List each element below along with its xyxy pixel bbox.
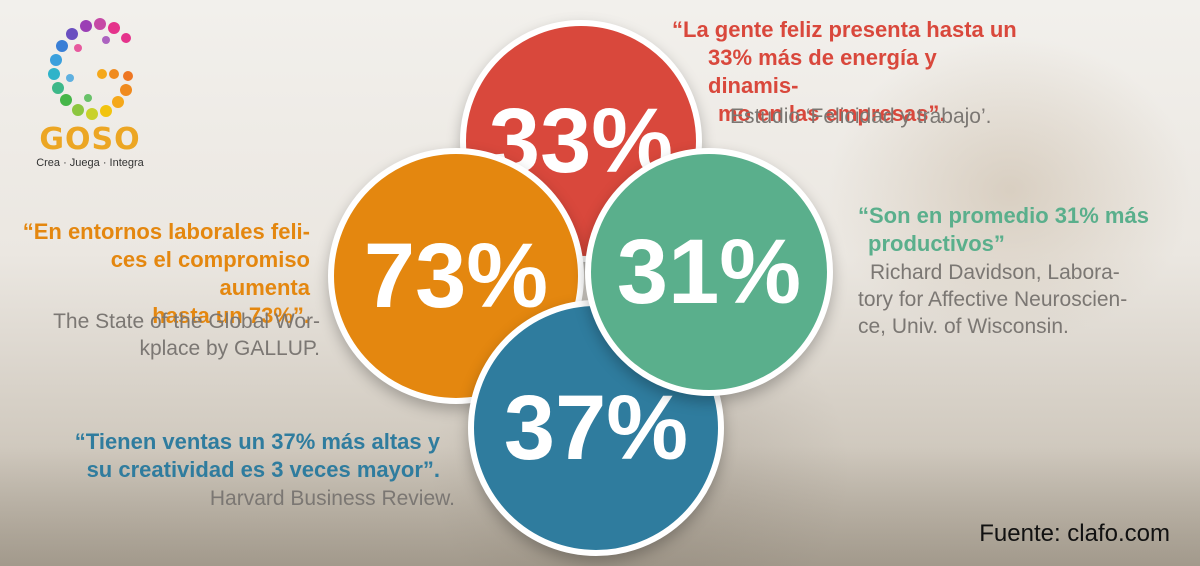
quote-source-productivity: Richard Davidson, Labora- tory for Affec… bbox=[858, 259, 1158, 340]
quote-line: su creatividad es 3 veces mayor”. bbox=[86, 457, 440, 482]
handprint-g-icon bbox=[48, 18, 133, 120]
logo-tagline: Crea · Juega · Integra bbox=[36, 157, 144, 169]
source-line: tory for Affective Neuroscien- bbox=[858, 288, 1128, 311]
quote-productivity: “Son en promedio 31% más productivos” bbox=[858, 202, 1149, 258]
quote-source-sales: Harvard Business Review. bbox=[209, 487, 455, 510]
quote-line: productivos” bbox=[868, 231, 1005, 256]
quote-line: 33% más de energía y dinamis- bbox=[708, 45, 937, 98]
footer-source: Fuente: clafo.com bbox=[979, 520, 1170, 547]
source-line: kplace by GALLUP. bbox=[139, 337, 320, 360]
goso-logo: GOSO Crea · Juega · Integra bbox=[30, 18, 150, 169]
stat-value: 37% bbox=[503, 376, 689, 479]
stat-value: 31% bbox=[616, 220, 802, 323]
stat-value: 73% bbox=[363, 224, 549, 327]
quote-engagement: “En entornos laborales feli- ces el comp… bbox=[20, 218, 310, 330]
quote-line: “Tienen ventas un 37% más altas y bbox=[74, 429, 440, 454]
quote-source-engagement: The State of the Global Wor- kplace by G… bbox=[20, 308, 320, 362]
quote-line: “En entornos laborales feli- bbox=[22, 219, 310, 244]
source-line: The State of the Global Wor- bbox=[53, 310, 320, 333]
quote-line: hasta un 73%”. bbox=[152, 303, 310, 328]
stat-circle-31: 31% bbox=[585, 148, 833, 396]
quote-sales: “Tienen ventas un 37% más altas y su cre… bbox=[70, 428, 440, 484]
quote-line: “La gente feliz presenta hasta un bbox=[672, 17, 1017, 42]
quote-energy: “La gente feliz presenta hasta un 33% má… bbox=[672, 16, 1032, 128]
quote-line: “Son en promedio 31% más bbox=[858, 203, 1149, 228]
quote-line: ces el compromiso aumenta bbox=[110, 247, 310, 300]
source-line: Richard Davidson, Labora- bbox=[870, 261, 1120, 284]
quote-source-energy: Estudio ‘Felicidad y trabajo’. bbox=[730, 105, 992, 128]
logo-wordmark: GOSO bbox=[39, 122, 141, 157]
source-line: ce, Univ. of Wisconsin. bbox=[858, 315, 1069, 338]
quote-line: mo en las empresas”. bbox=[718, 101, 946, 126]
